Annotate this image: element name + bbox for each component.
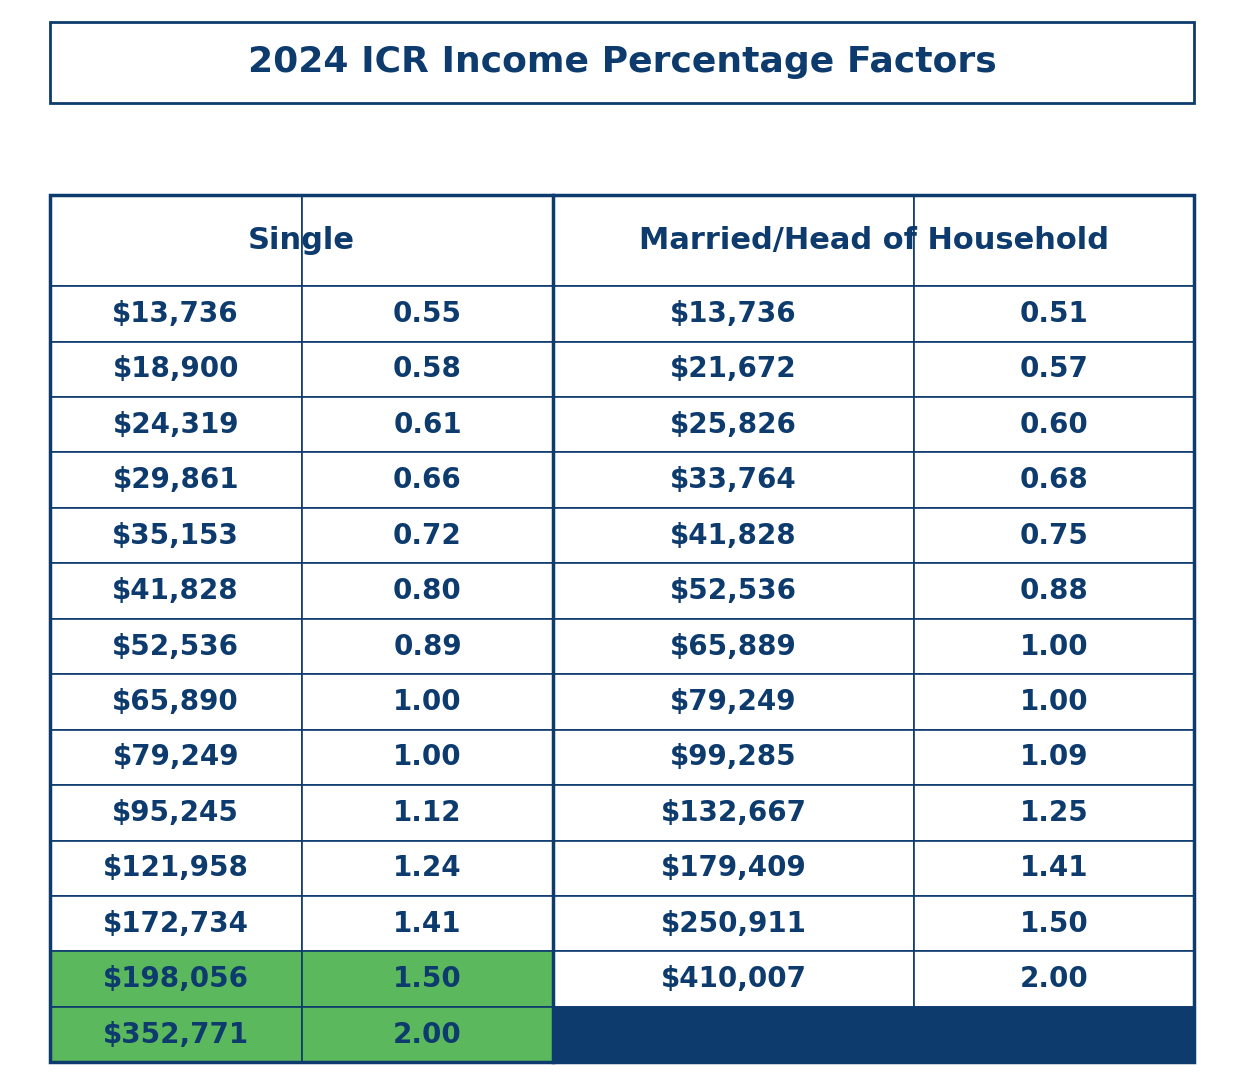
Text: 0.61: 0.61 (393, 411, 462, 439)
Text: 1.24: 1.24 (393, 854, 462, 882)
Text: $79,249: $79,249 (112, 744, 239, 772)
Text: $13,736: $13,736 (671, 300, 797, 327)
Text: $99,285: $99,285 (671, 744, 797, 772)
Text: $33,764: $33,764 (671, 466, 797, 494)
Text: 1.12: 1.12 (393, 799, 462, 827)
Text: 0.51: 0.51 (1020, 300, 1088, 327)
Text: $35,153: $35,153 (112, 521, 239, 550)
Text: $18,900: $18,900 (112, 356, 239, 384)
Text: 1.09: 1.09 (1020, 744, 1088, 772)
Text: 1.50: 1.50 (1020, 909, 1088, 938)
Text: $410,007: $410,007 (661, 965, 806, 993)
Text: $24,319: $24,319 (112, 411, 239, 439)
Text: 2.00: 2.00 (393, 1021, 462, 1048)
Text: 0.72: 0.72 (393, 521, 462, 550)
Text: $52,536: $52,536 (112, 633, 239, 660)
Text: 1.41: 1.41 (1020, 854, 1088, 882)
Text: Single: Single (248, 227, 355, 255)
Text: $132,667: $132,667 (661, 799, 806, 827)
Text: 2.00: 2.00 (1020, 965, 1088, 993)
Text: 0.75: 0.75 (1020, 521, 1088, 550)
Text: 0.55: 0.55 (393, 300, 462, 327)
Text: $198,056: $198,056 (103, 965, 249, 993)
Text: $25,826: $25,826 (671, 411, 797, 439)
Text: $21,672: $21,672 (671, 356, 797, 384)
Text: $79,249: $79,249 (671, 688, 797, 715)
Text: $41,828: $41,828 (671, 521, 797, 550)
Text: 0.66: 0.66 (393, 466, 462, 494)
Text: $179,409: $179,409 (661, 854, 806, 882)
Text: 0.60: 0.60 (1020, 411, 1088, 439)
Text: $29,861: $29,861 (112, 466, 239, 494)
Text: 1.00: 1.00 (393, 744, 462, 772)
Text: $65,889: $65,889 (671, 633, 797, 660)
Text: $121,958: $121,958 (103, 854, 249, 882)
Text: 2024 ICR Income Percentage Factors: 2024 ICR Income Percentage Factors (248, 44, 996, 79)
Text: 0.58: 0.58 (393, 356, 462, 384)
Text: $250,911: $250,911 (661, 909, 806, 938)
Text: 1.50: 1.50 (393, 965, 462, 993)
Text: 0.89: 0.89 (393, 633, 462, 660)
Text: 1.41: 1.41 (393, 909, 462, 938)
Text: 0.57: 0.57 (1020, 356, 1088, 384)
Text: 1.00: 1.00 (393, 688, 462, 715)
Text: $52,536: $52,536 (671, 577, 797, 605)
Text: $41,828: $41,828 (112, 577, 239, 605)
Text: 1.00: 1.00 (1020, 633, 1088, 660)
Text: $95,245: $95,245 (112, 799, 239, 827)
Text: 0.80: 0.80 (393, 577, 462, 605)
Text: 0.68: 0.68 (1020, 466, 1088, 494)
Text: 0.88: 0.88 (1020, 577, 1088, 605)
Text: $65,890: $65,890 (112, 688, 239, 715)
Text: $172,734: $172,734 (103, 909, 249, 938)
Text: $13,736: $13,736 (112, 300, 239, 327)
Text: $352,771: $352,771 (102, 1021, 249, 1048)
Text: Married/Head of Household: Married/Head of Household (638, 227, 1108, 255)
Text: 1.25: 1.25 (1020, 799, 1088, 827)
Text: 1.00: 1.00 (1020, 688, 1088, 715)
